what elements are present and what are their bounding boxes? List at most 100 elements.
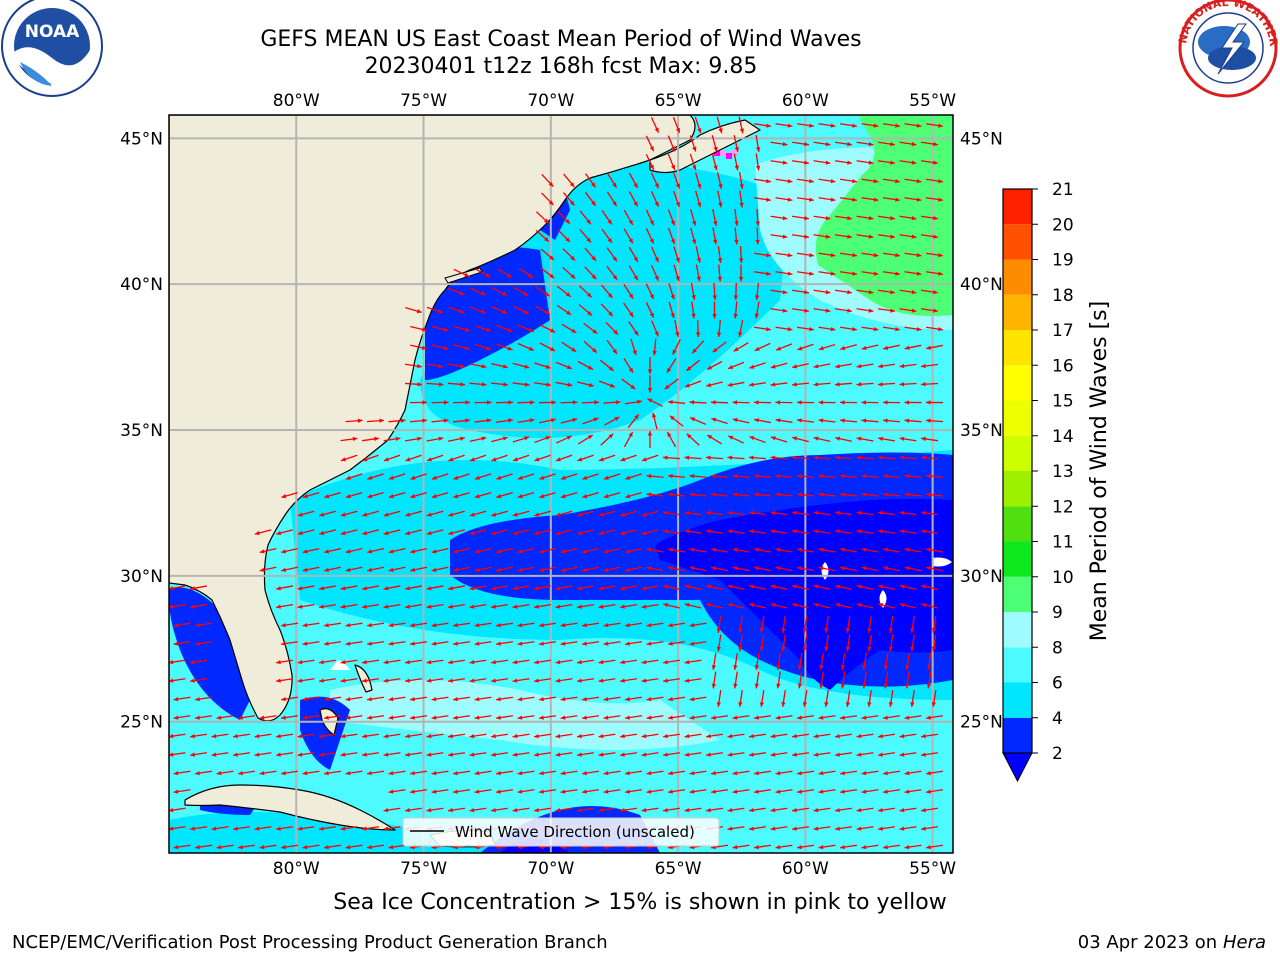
wind-wave-arrow xyxy=(469,585,487,591)
wind-wave-arrow xyxy=(583,322,598,335)
wind-wave-arrow xyxy=(237,715,256,720)
wind-wave-arrow xyxy=(705,807,724,813)
wind-wave-arrow xyxy=(361,678,380,683)
wind-wave-arrow xyxy=(620,510,637,517)
wind-wave-arrow xyxy=(862,671,867,689)
wind-wave-arrow xyxy=(409,696,428,702)
wind-wave-arrow xyxy=(646,566,664,572)
wind-wave-arrow xyxy=(431,715,449,720)
wind-wave-arrow xyxy=(813,807,831,813)
wind-wave-arrow xyxy=(813,510,831,516)
wind-wave-arrow xyxy=(539,566,556,572)
wind-wave-arrow xyxy=(383,603,401,609)
wind-wave-arrow xyxy=(684,807,702,813)
wind-wave-arrow xyxy=(259,770,277,776)
colorbar-tick-label: 2 xyxy=(1052,744,1063,764)
wind-wave-arrow xyxy=(899,584,917,590)
wind-wave-arrow xyxy=(818,418,836,423)
wind-wave-arrow xyxy=(560,641,578,646)
wind-wave-arrow xyxy=(818,715,836,720)
wind-wave-arrow xyxy=(645,302,655,318)
wind-wave-arrow xyxy=(667,135,676,152)
wind-wave-arrow xyxy=(452,622,471,628)
wind-wave-arrow xyxy=(835,584,852,590)
wind-wave-arrow xyxy=(904,178,922,184)
wind-wave-arrow xyxy=(775,400,793,405)
wind-wave-arrow xyxy=(323,622,342,628)
wind-wave-arrow xyxy=(603,491,621,499)
wind-wave-arrow xyxy=(753,123,772,128)
wind-wave-arrow xyxy=(819,652,824,671)
wind-wave-arrow xyxy=(796,473,815,479)
wind-wave-arrow xyxy=(469,363,487,369)
wind-wave-arrow xyxy=(534,362,551,369)
wind-wave-arrow xyxy=(232,733,251,739)
wind-wave-arrow xyxy=(931,615,937,634)
wind-wave-arrow xyxy=(560,473,578,480)
wind-wave-arrow xyxy=(728,435,744,444)
wind-wave-arrow xyxy=(539,324,556,333)
wind-wave-arrow xyxy=(447,678,466,683)
wind-wave-arrow xyxy=(710,492,729,497)
wind-wave-arrow xyxy=(579,229,592,243)
wind-wave-arrow xyxy=(733,135,739,152)
wind-wave-arrow xyxy=(366,696,385,702)
noaa-logo: NOAA xyxy=(1,0,103,97)
wind-wave-arrow xyxy=(606,247,618,262)
wind-wave-arrow xyxy=(759,634,765,652)
wind-wave-arrow xyxy=(775,123,793,128)
wind-wave-arrow xyxy=(684,584,702,590)
colorbar-tick-label: 12 xyxy=(1052,497,1074,517)
wind-wave-arrow xyxy=(920,733,939,739)
wind-wave-arrow xyxy=(383,454,401,462)
wind-wave-arrow xyxy=(755,135,761,152)
wind-wave-arrow xyxy=(517,789,535,794)
wind-wave-arrow xyxy=(259,844,277,850)
footer-credit: NCEP/EMC/Verification Post Processing Pr… xyxy=(12,932,608,953)
wind-wave-arrow xyxy=(426,678,444,683)
wind-wave-arrow xyxy=(775,178,793,184)
wind-wave-arrow xyxy=(834,160,853,165)
wind-wave-arrow xyxy=(813,363,831,369)
wind-wave-arrow xyxy=(672,339,681,355)
wind-wave-arrow xyxy=(388,566,406,572)
footer-machine: Hera xyxy=(1222,932,1266,953)
wind-wave-arrow xyxy=(652,338,657,356)
wind-wave-arrow xyxy=(254,529,272,536)
wind-wave-arrow xyxy=(759,615,765,634)
wind-wave-arrow xyxy=(606,172,618,189)
wind-wave-arrow xyxy=(297,510,315,517)
wind-wave-arrow xyxy=(190,603,207,609)
wind-wave-arrow xyxy=(535,229,550,243)
wind-wave-arrow xyxy=(861,770,879,776)
wind-wave-arrow xyxy=(280,622,299,628)
wind-wave-arrow xyxy=(770,382,788,387)
wind-wave-arrow xyxy=(345,473,363,480)
wind-wave-arrow xyxy=(712,227,718,245)
wind-wave-arrow xyxy=(646,696,664,702)
wind-wave-arrow xyxy=(577,434,594,445)
colorbar-tick-label: 21 xyxy=(1052,180,1074,200)
wind-wave-arrow xyxy=(839,844,858,850)
wind-wave-arrow xyxy=(710,473,729,479)
wind-wave-arrow xyxy=(517,770,535,776)
wind-wave-arrow xyxy=(920,455,939,460)
wind-wave-arrow xyxy=(469,678,487,683)
wind-wave-arrow xyxy=(749,602,766,609)
wind-wave-arrow xyxy=(598,380,616,388)
wind-wave-arrow xyxy=(603,696,621,702)
wind-wave-arrow xyxy=(628,246,639,263)
wind-wave-arrow xyxy=(840,547,857,553)
wind-wave-arrow xyxy=(899,807,917,813)
wind-wave-arrow xyxy=(216,770,234,776)
wind-wave-arrow xyxy=(920,807,939,813)
wind-wave-arrow xyxy=(517,547,535,554)
wind-wave-arrow xyxy=(711,652,717,671)
wind-wave-arrow xyxy=(796,418,815,423)
wind-wave-arrow xyxy=(581,641,600,646)
wind-wave-arrow xyxy=(732,417,750,424)
wind-wave-arrow xyxy=(452,789,471,794)
wind-wave-arrow xyxy=(792,602,809,609)
wind-wave-arrow xyxy=(491,306,508,314)
wind-wave-arrow xyxy=(517,622,535,628)
